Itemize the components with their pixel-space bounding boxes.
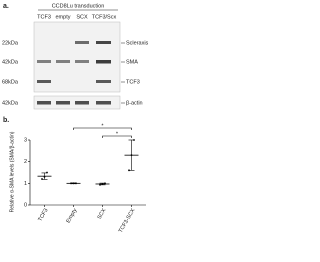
protein-label: SMA bbox=[126, 59, 138, 65]
band bbox=[75, 101, 89, 105]
panel-label: a. bbox=[3, 3, 9, 10]
protein-label: TCF3 bbox=[126, 79, 140, 85]
significance-bracket bbox=[102, 135, 132, 138]
band bbox=[37, 60, 51, 63]
x-tick-label: TCF3 bbox=[37, 208, 49, 223]
blot-title: CCD8Lu transduction bbox=[52, 3, 105, 9]
protein-label: Scleraxis bbox=[126, 40, 149, 46]
protein-label: β-actin bbox=[126, 100, 143, 106]
band bbox=[96, 60, 111, 64]
x-tick-label: Empty bbox=[65, 208, 78, 225]
band bbox=[75, 60, 89, 63]
kda-label: 42kDa bbox=[2, 100, 19, 106]
y-axis-label: Relative α-SMA levels (SMA/β-actin) bbox=[9, 131, 15, 212]
data-point bbox=[133, 139, 135, 141]
data-point bbox=[99, 183, 101, 186]
data-point bbox=[72, 182, 75, 185]
data-point bbox=[75, 182, 77, 185]
x-tick-label: SCX bbox=[97, 207, 108, 220]
band bbox=[56, 60, 70, 63]
band bbox=[96, 101, 111, 105]
lane-label: SCX bbox=[76, 14, 88, 20]
data-point bbox=[46, 171, 48, 174]
data-point bbox=[70, 182, 72, 185]
panel-label: b. bbox=[3, 117, 9, 124]
data-point bbox=[43, 175, 46, 178]
band bbox=[37, 80, 51, 83]
data-point bbox=[130, 154, 133, 157]
x-tick-label: TCF3-SCX bbox=[118, 207, 137, 234]
lane-label: empty bbox=[56, 14, 71, 20]
y-tick-label: 1 bbox=[24, 181, 27, 187]
band bbox=[96, 80, 111, 83]
y-tick-label: 2 bbox=[24, 159, 27, 165]
lane-label: TCF3 bbox=[37, 14, 51, 20]
kda-label: 22kDa bbox=[2, 40, 19, 46]
band bbox=[96, 41, 111, 44]
figure: a. CCD8Lu transduction TCF3 empty SCX TC… bbox=[2, 3, 149, 234]
kda-label: 68kDa bbox=[2, 79, 19, 85]
data-point bbox=[41, 178, 43, 180]
lane-labels: TCF3 empty SCX TCF3/Scx bbox=[37, 14, 116, 20]
band bbox=[75, 41, 89, 44]
row-labels: 22kDa 42kDa 68kDa 42kDa Scleraxis SMA TC… bbox=[2, 40, 149, 106]
significance-bracket bbox=[73, 127, 132, 130]
y-tick-label: 3 bbox=[24, 137, 27, 143]
data-point bbox=[128, 169, 130, 172]
bands bbox=[37, 41, 111, 105]
data-point bbox=[104, 182, 106, 185]
kda-label: 42kDa bbox=[2, 59, 19, 65]
lane-label: TCF3/Scx bbox=[92, 14, 117, 20]
significance-label: * bbox=[101, 123, 104, 129]
significance-label: * bbox=[116, 131, 119, 137]
data-point bbox=[101, 183, 104, 185]
y-tick-label: 0 bbox=[24, 202, 27, 208]
band bbox=[37, 101, 51, 105]
band bbox=[56, 101, 70, 105]
